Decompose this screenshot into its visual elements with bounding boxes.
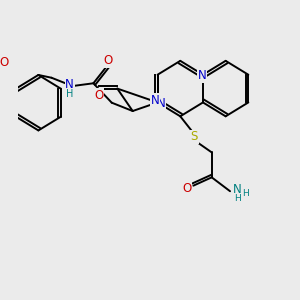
Text: N: N <box>157 97 166 110</box>
Text: N: N <box>233 183 242 196</box>
Text: H: H <box>66 89 73 99</box>
Text: N: N <box>198 69 206 82</box>
Text: H: H <box>234 194 241 203</box>
Text: N: N <box>150 94 159 107</box>
Text: N: N <box>65 78 74 91</box>
Text: S: S <box>190 130 198 143</box>
Text: H: H <box>242 189 248 198</box>
Text: O: O <box>94 89 103 102</box>
Text: O: O <box>104 54 113 67</box>
Text: O: O <box>0 56 8 69</box>
Text: O: O <box>182 182 191 195</box>
